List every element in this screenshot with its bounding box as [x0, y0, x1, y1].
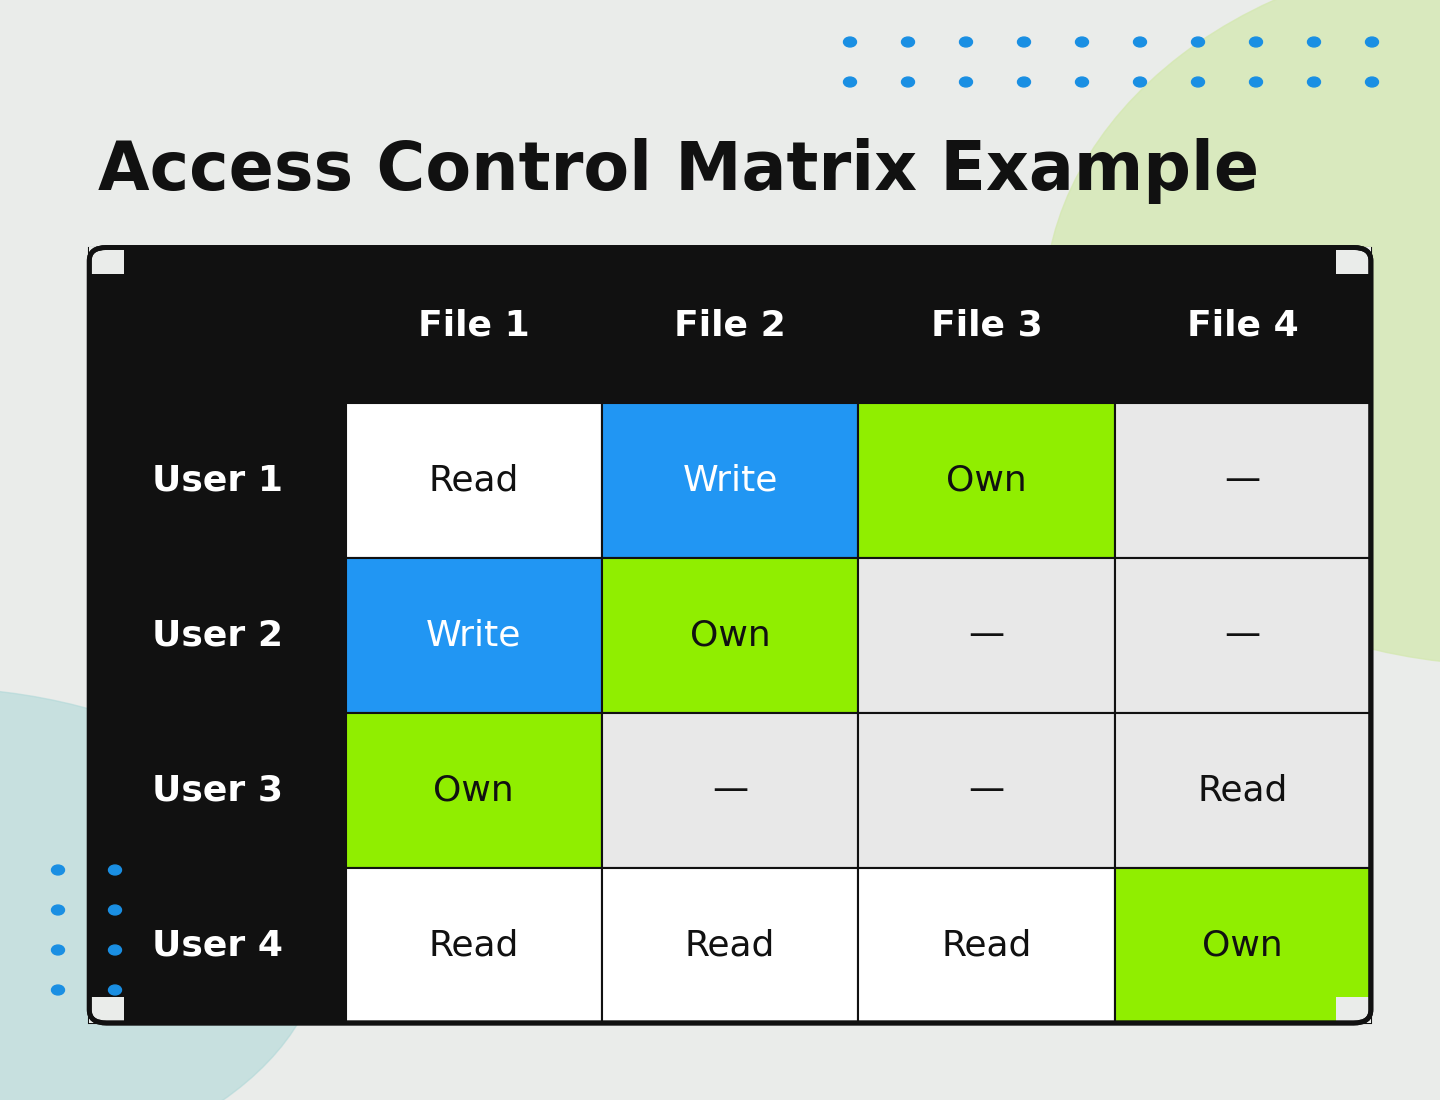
Text: Access Control Matrix Example: Access Control Matrix Example — [98, 138, 1259, 204]
Text: —: — — [968, 618, 1005, 652]
Text: Read: Read — [942, 928, 1031, 962]
Text: —: — — [1224, 463, 1261, 497]
Text: File 1: File 1 — [418, 308, 530, 342]
Text: Own: Own — [690, 618, 770, 652]
Text: Write: Write — [426, 618, 521, 652]
Text: —: — — [1224, 618, 1261, 652]
Text: Read: Read — [685, 928, 775, 962]
Text: File 2: File 2 — [674, 308, 786, 342]
Text: User 1: User 1 — [153, 463, 282, 497]
Text: User 2: User 2 — [153, 618, 282, 652]
Text: File 3: File 3 — [930, 308, 1043, 342]
Text: User 4: User 4 — [153, 928, 282, 962]
Text: File 4: File 4 — [1187, 308, 1299, 342]
Text: Own: Own — [1202, 928, 1283, 962]
Text: —: — — [968, 773, 1005, 807]
Text: —: — — [711, 773, 749, 807]
Text: Own: Own — [946, 463, 1027, 497]
Text: Write: Write — [683, 463, 778, 497]
Text: Read: Read — [429, 463, 518, 497]
Text: User 3: User 3 — [153, 773, 282, 807]
Text: Read: Read — [1198, 773, 1287, 807]
Text: Own: Own — [433, 773, 514, 807]
Text: Read: Read — [429, 928, 518, 962]
